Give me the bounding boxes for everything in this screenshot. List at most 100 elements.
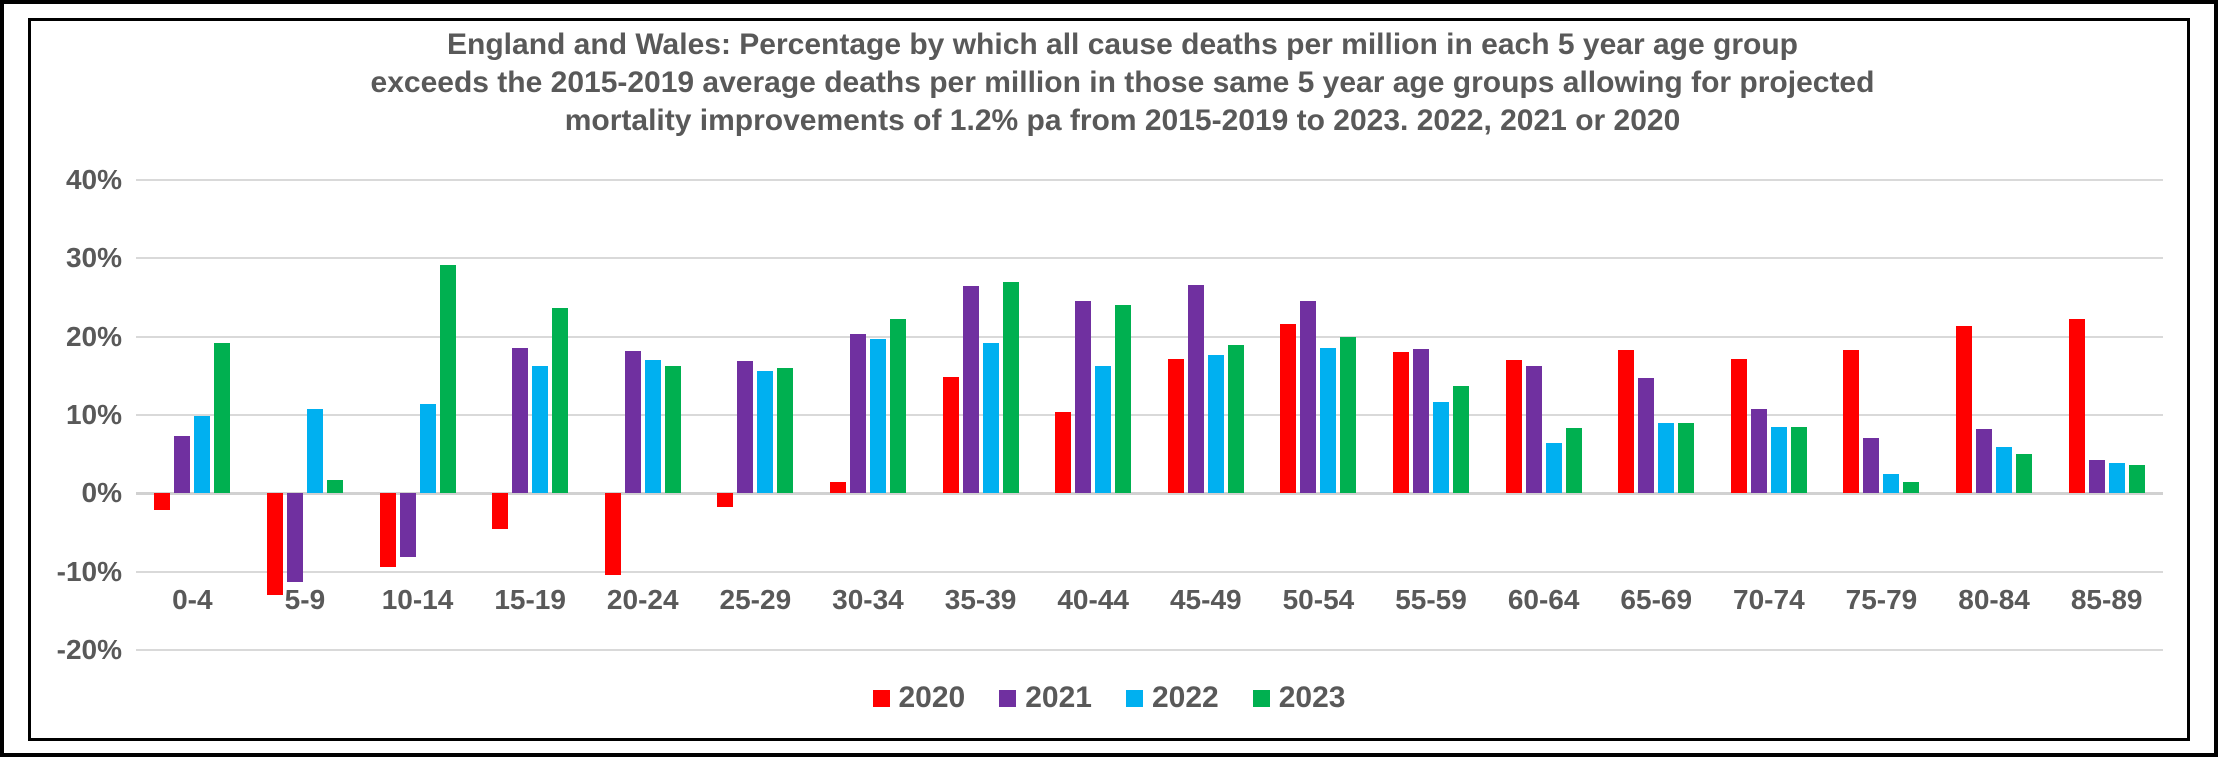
bar-2022-5-9 [306,408,323,494]
gridline-40 [136,178,2163,181]
y-axis-tick-label: -10% [56,555,122,587]
x-axis-category-label: 45-49 [1169,584,1242,615]
chart-title-line-2: exceeds the 2015-2019 average deaths per… [370,66,1875,99]
bar-2020-40-44 [1055,411,1072,494]
bar-2020-5-9 [266,493,283,596]
bar-2021-20-24 [624,350,641,494]
gridline-20 [136,335,2163,338]
bar-2021-10-14 [399,493,416,557]
x-axis-category-label: 10-14 [381,584,454,615]
bar-2020-35-39 [942,376,959,494]
bar-2023-45-49 [1227,345,1244,494]
bar-2023-5-9 [326,479,343,494]
bar-2023-30-34 [889,318,906,494]
legend-swatch-icon [872,689,890,707]
bar-2021-85-89 [2088,459,2105,494]
x-axis-category-label: 30-34 [832,584,904,615]
legend-label: 2021 [1025,681,1092,714]
y-axis-tick-label: 40% [65,163,122,195]
bar-2023-65-69 [1678,422,1695,494]
bar-2023-80-84 [2016,454,2033,494]
bar-2023-85-89 [2128,465,2145,494]
bar-2023-0-4 [214,342,231,494]
bar-2022-50-54 [1320,347,1337,494]
bar-2023-25-29 [777,367,794,494]
chart-title: England and Wales: Percentage by which a… [136,26,2109,140]
x-axis-category-label: 25-29 [719,584,792,615]
bar-2022-10-14 [419,404,436,494]
chart-frame [28,18,2190,741]
gridline-10 [136,413,2163,416]
bar-2023-50-54 [1340,336,1357,494]
bar-2023-70-74 [1790,426,1807,494]
bar-2021-65-69 [1638,378,1655,494]
bar-2020-85-89 [2068,319,2085,494]
bar-2022-85-89 [2108,462,2125,494]
bar-2021-40-44 [1075,301,1092,494]
bar-2020-15-19 [492,493,509,530]
bar-2020-0-4 [154,493,171,510]
gridline-30 [136,257,2163,260]
x-axis-category-label: 60-64 [1507,584,1580,615]
bar-2022-60-64 [1545,443,1562,494]
bar-2023-60-64 [1565,428,1582,494]
bar-2020-60-64 [1505,360,1522,494]
x-axis-category-label: 0-4 [172,584,213,615]
x-axis-category-label: 80-84 [1958,584,2030,615]
x-axis-category-label: 85-89 [2070,584,2143,615]
legend-item-2022: 2022 [1126,681,1219,715]
legend-label: 2020 [898,681,966,714]
bar-2023-55-59 [1453,385,1470,494]
bar-2023-15-19 [552,307,569,494]
bar-2021-70-74 [1750,408,1767,494]
bar-2021-80-84 [1976,429,1993,494]
bar-2021-5-9 [286,493,303,582]
bar-2021-30-34 [849,333,866,494]
legend-swatch-icon [1126,689,1143,707]
y-axis-tick-label: 0% [81,477,122,509]
bar-2022-30-34 [869,338,886,494]
bar-2020-55-59 [1393,351,1410,494]
legend-label: 2023 [1278,681,1346,714]
bar-2020-20-24 [604,493,621,575]
x-axis-category-label: 40-44 [1057,584,1129,615]
x-axis-category-label: 65-69 [1620,584,1693,615]
bar-2021-55-59 [1413,349,1430,494]
bar-2022-65-69 [1658,422,1675,494]
gridline--20 [136,648,2163,651]
bar-2022-20-24 [644,360,661,494]
legend-item-2023: 2023 [1252,681,1346,715]
bar-2022-35-39 [982,342,999,494]
bar-2022-80-84 [1996,447,2013,494]
bar-2020-25-29 [717,493,734,508]
legend-label: 2022 [1152,681,1219,714]
bar-2020-10-14 [379,493,396,567]
legend-item-2021: 2021 [999,681,1092,715]
x-axis-category-label: 70-74 [1733,584,1805,615]
bar-2020-75-79 [1843,349,1860,494]
x-axis-category-label: 15-19 [494,584,566,615]
gridline--10 [136,570,2163,573]
bar-2020-50-54 [1280,324,1297,494]
bar-2023-35-39 [1002,281,1019,494]
bar-2021-75-79 [1863,437,1880,494]
x-axis-category-label: 55-59 [1395,584,1467,615]
x-axis-category-label: 5-9 [284,584,326,615]
bar-2021-35-39 [962,285,979,494]
bar-2023-75-79 [1903,481,1920,494]
bar-2022-15-19 [532,366,549,494]
bar-2020-80-84 [1956,326,1973,494]
bar-2021-60-64 [1525,365,1542,494]
bar-2020-70-74 [1730,358,1747,494]
bar-2020-45-49 [1167,358,1184,494]
x-axis-category-label: 20-24 [606,584,679,615]
legend-swatch-icon [999,689,1017,707]
bar-2021-15-19 [512,348,529,494]
bar-2023-20-24 [664,365,681,494]
bar-2022-55-59 [1433,402,1450,494]
y-axis-tick-label: 30% [65,242,122,274]
bar-2021-50-54 [1300,300,1317,494]
bar-2022-25-29 [757,371,774,494]
